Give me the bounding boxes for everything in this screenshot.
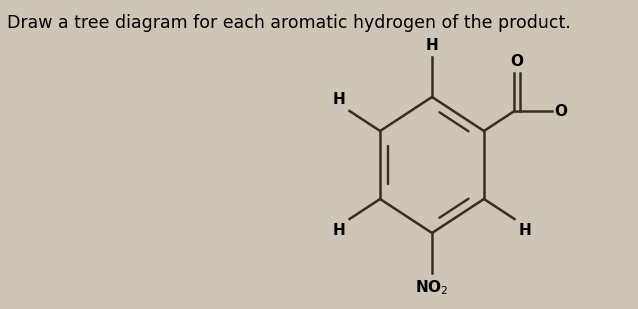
Text: O: O [510,54,524,69]
Text: Draw a tree diagram for each aromatic hydrogen of the product.: Draw a tree diagram for each aromatic hy… [7,14,571,32]
Text: H: H [519,223,531,238]
Text: O: O [554,104,567,118]
Text: H: H [332,223,345,238]
Text: NO$_2$: NO$_2$ [415,278,449,297]
Text: H: H [332,92,345,107]
Text: H: H [426,38,438,53]
